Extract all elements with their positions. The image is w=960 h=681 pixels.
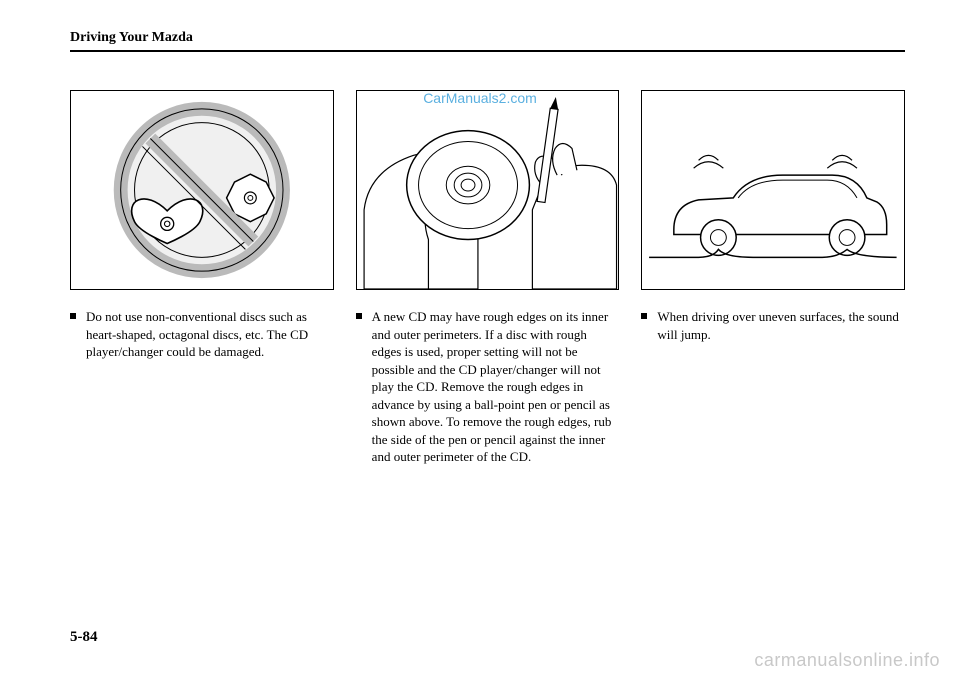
column-2: A new CD may have rough edges on its inn… (356, 90, 620, 466)
watermark-bottom: carmanualsonline.info (754, 650, 940, 671)
section-header: Driving Your Mazda (70, 30, 905, 52)
bullet-icon (356, 313, 362, 319)
column-1: Do not use non-conventional discs such a… (70, 90, 334, 361)
bullet-text: Do not use non-conventional discs such a… (86, 308, 334, 361)
bullet-item: A new CD may have rough edges on its inn… (356, 308, 620, 466)
figure-cd-edges (356, 90, 620, 290)
bullet-text: A new CD may have rough edges on its inn… (372, 308, 620, 466)
bullet-item: When driving over uneven surfaces, the s… (641, 308, 905, 343)
figure-nonconventional-discs (70, 90, 334, 290)
bullet-icon (70, 313, 76, 319)
figure-uneven-surface (641, 90, 905, 290)
watermark-top: CarManuals2.com (423, 90, 537, 106)
content-columns: Do not use non-conventional discs such a… (70, 90, 905, 466)
bullet-icon (641, 313, 647, 319)
bullet-text: When driving over uneven surfaces, the s… (657, 308, 905, 343)
page-number: 5-84 (70, 629, 98, 646)
bullet-item: Do not use non-conventional discs such a… (70, 308, 334, 361)
column-3: When driving over uneven surfaces, the s… (641, 90, 905, 343)
